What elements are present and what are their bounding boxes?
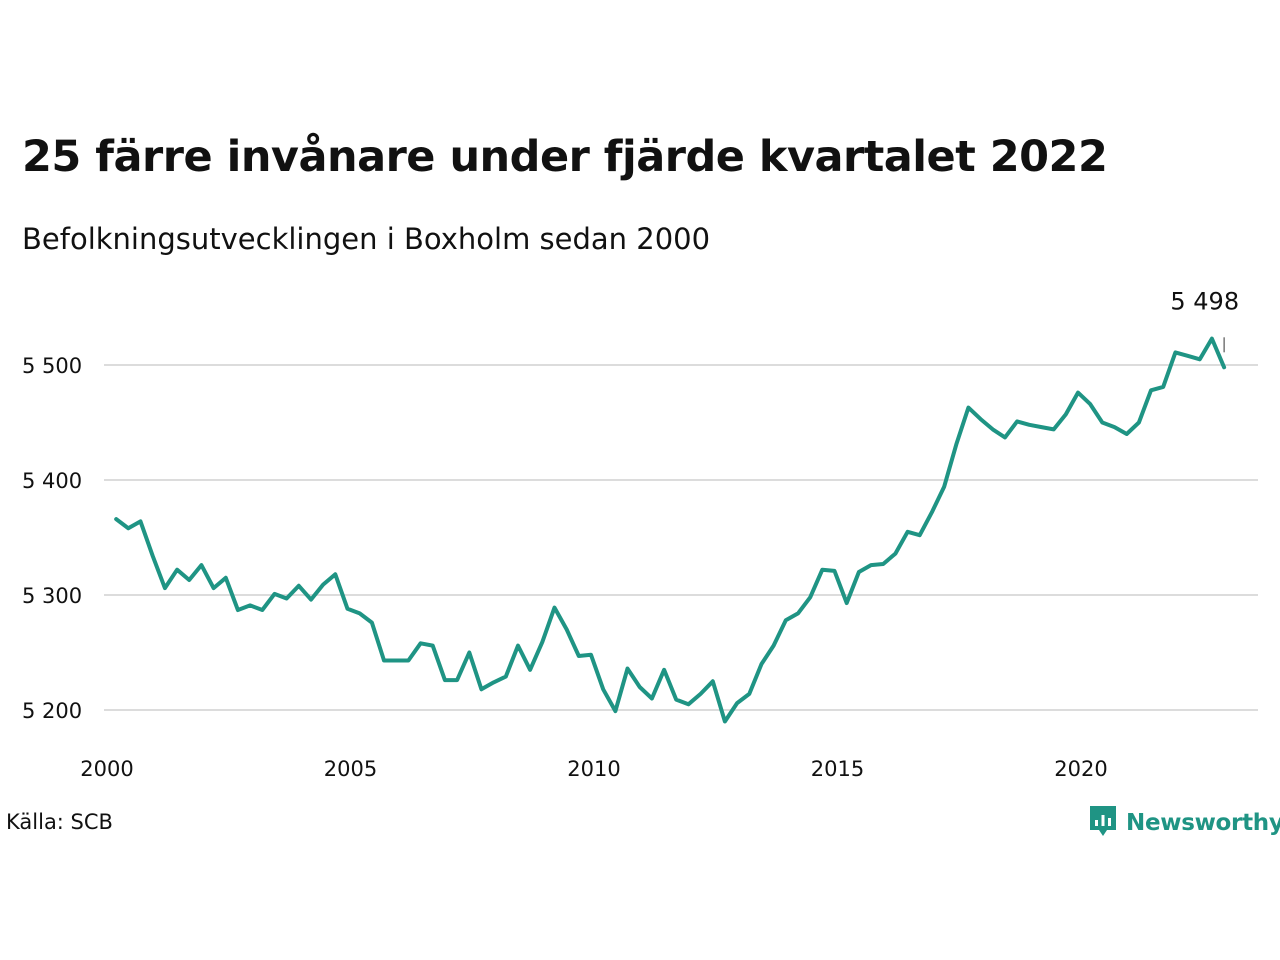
annotation-label: 5 498	[1170, 287, 1239, 315]
data-series	[114, 336, 1227, 724]
last-value-annotation: 5 498	[1170, 287, 1239, 353]
chart-title: 25 färre invånare under fjärde kvartalet…	[22, 132, 1108, 182]
y-axis-ticks: 5 200 5 300 5 400 5 500	[22, 354, 82, 723]
x-tick-label: 2000	[80, 757, 133, 781]
y-tick-label: 5 200	[22, 699, 82, 723]
x-axis-ticks: 2000 2005 2010 2015 2020	[80, 757, 1107, 781]
x-tick-label: 2015	[811, 757, 864, 781]
gridlines	[104, 364, 1258, 711]
chart-subtitle: Befolkningsutvecklingen i Boxholm sedan …	[22, 222, 711, 256]
x-tick-label: 2020	[1054, 757, 1107, 781]
series-line	[114, 336, 1227, 724]
y-tick-label: 5 500	[22, 354, 82, 378]
newsworthy-logo: Newsworthy	[1088, 804, 1280, 842]
logo-text: Newsworthy	[1126, 810, 1280, 836]
x-tick-label: 2010	[567, 757, 620, 781]
x-tick-label: 2005	[324, 757, 377, 781]
y-tick-label: 5 300	[22, 584, 82, 608]
newsworthy-chart-icon	[1088, 804, 1118, 842]
y-tick-label: 5 400	[22, 469, 82, 493]
source-credit: Källa: SCB	[6, 810, 113, 834]
